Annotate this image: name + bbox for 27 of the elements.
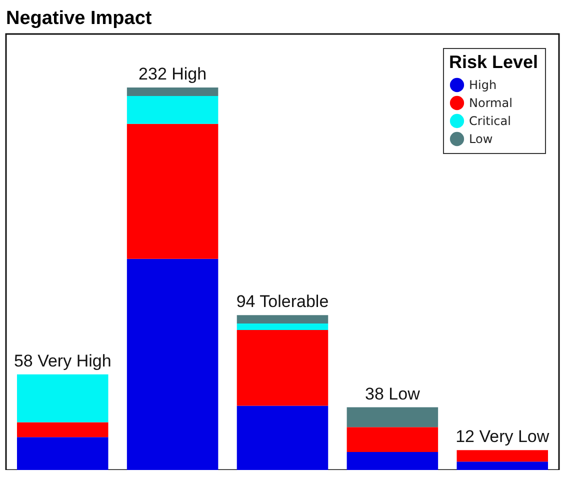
bar [236, 406, 328, 470]
annotation: 94 Tolerable [236, 292, 329, 312]
legend-label: Low [469, 132, 493, 146]
bar [16, 437, 108, 470]
bar [346, 407, 438, 428]
bar [16, 374, 108, 422]
bar [236, 330, 328, 406]
annotation: 12 Very Low [456, 427, 550, 446]
legend-label: Normal [469, 96, 512, 110]
chart-title: Negative Impact [6, 8, 152, 29]
bar [456, 462, 548, 470]
bar [126, 124, 218, 259]
bar [236, 324, 328, 330]
bar [126, 88, 218, 96]
legend-label: Critical [469, 114, 511, 128]
annotation: 38 Low [365, 384, 421, 404]
bar [346, 452, 438, 470]
annotation: 232 High [138, 64, 207, 84]
bar [16, 422, 108, 438]
annotation: 58 Very High [14, 351, 112, 370]
bar [126, 96, 218, 124]
bar [236, 315, 328, 324]
bar [126, 258, 218, 470]
legend-label: High [469, 78, 497, 92]
bar [346, 427, 438, 452]
bar [456, 450, 548, 462]
legend-title: Risk Level [449, 52, 538, 72]
